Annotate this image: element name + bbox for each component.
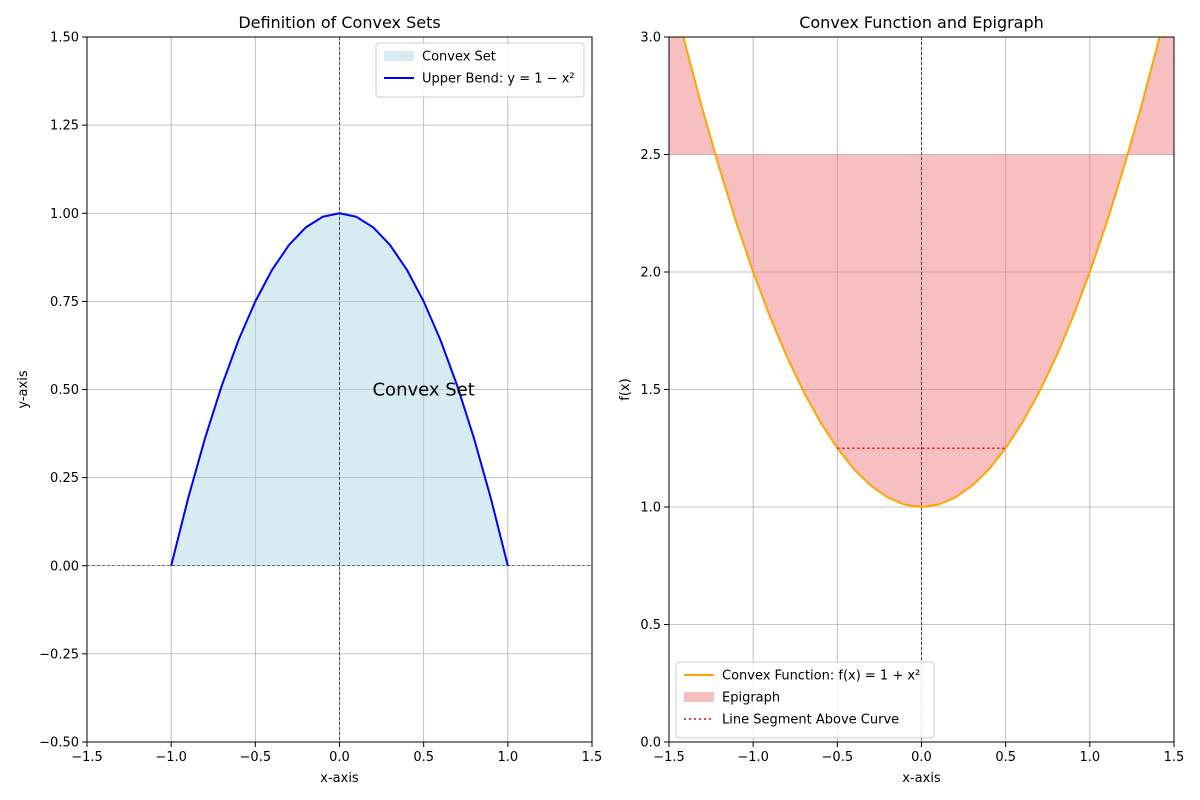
plot-area [669, 37, 1174, 742]
x-tick-label: −0.5 [822, 750, 854, 765]
x-tick-label: 1.0 [1079, 750, 1100, 765]
x-tick-label: −0.5 [240, 750, 272, 765]
y-tick-label: 0.5 [640, 618, 661, 633]
convex-set-annotation: Convex Set [372, 380, 474, 401]
x-tick-label: −1.0 [155, 750, 187, 765]
y-tick-label: 0.50 [50, 383, 79, 398]
y-axis-label: y-axis [16, 370, 31, 408]
x-tick-label: −1.5 [71, 750, 103, 765]
y-tick-label: 2.5 [640, 148, 661, 163]
x-tick-label: 0.5 [413, 750, 434, 765]
upper-bend-line [170, 212, 509, 566]
convex-function-line [682, 37, 1161, 508]
x-axis-label: x-axis [902, 771, 941, 786]
y-axis-label: f(x) [618, 378, 633, 400]
x-tick-label: 0.0 [911, 750, 932, 765]
panel-convex-set: −1.5 −1.0 −0.5 0.0 0.5 1.0 1.5 −0.50 −0.25 0.00 0.… [16, 13, 602, 786]
x-tick-label: −1.0 [737, 750, 769, 765]
legend: Convex Set Upper Bend: y = 1 − x² [375, 42, 585, 98]
y-tick-label: 2.0 [640, 266, 661, 281]
chart-title: Convex Function and Epigraph [799, 13, 1044, 32]
chart-title: Definition of Convex Sets [238, 13, 440, 32]
x-tick-label: 1.0 [497, 750, 518, 765]
y-tick-label: 3.0 [640, 31, 661, 46]
panel-convex-function: −1.5 −1.0 −0.5 0.0 0.5 1.0 1.5 0.0 0.5 1.0 1.5 2.0 2… [618, 13, 1185, 786]
y-tick-label: 0.25 [50, 471, 79, 486]
y-tick-label: 0.0 [640, 736, 661, 751]
legend-swatch [384, 51, 414, 61]
legend-label: Line Segment Above Curve [722, 713, 899, 728]
legend: Convex Function: f(x) = 1 + x² Epigraph Li… [675, 661, 935, 739]
legend-label: Convex Set [422, 50, 496, 65]
legend-label: Epigraph [722, 691, 780, 706]
legend-swatch [684, 692, 714, 702]
x-tick-label: 1.5 [1164, 750, 1185, 765]
y-tick-label: −0.25 [39, 647, 79, 662]
x-tick-label: 1.5 [582, 750, 603, 765]
legend-box [375, 42, 585, 98]
y-tick-label: 1.00 [50, 207, 79, 222]
y-tick-label: −0.50 [39, 736, 79, 751]
x-tick-label: 0.5 [995, 750, 1016, 765]
x-tick-label: 0.0 [329, 750, 350, 765]
y-tick-label: 1.25 [50, 119, 79, 134]
legend-label: Upper Bend: y = 1 − x² [422, 72, 575, 87]
y-tick-label: 1.0 [640, 501, 661, 516]
y-tick-label: 1.5 [640, 383, 661, 398]
y-tick-label: 1.50 [50, 31, 79, 46]
x-axis-label: x-axis [320, 771, 359, 786]
legend-label: Convex Function: f(x) = 1 + x² [722, 669, 920, 684]
y-tick-label: 0.00 [50, 559, 79, 574]
x-tick-label: −1.5 [653, 750, 685, 765]
y-tick-label: 0.75 [50, 295, 79, 310]
plot-area [87, 37, 592, 742]
legend-box [675, 661, 935, 739]
